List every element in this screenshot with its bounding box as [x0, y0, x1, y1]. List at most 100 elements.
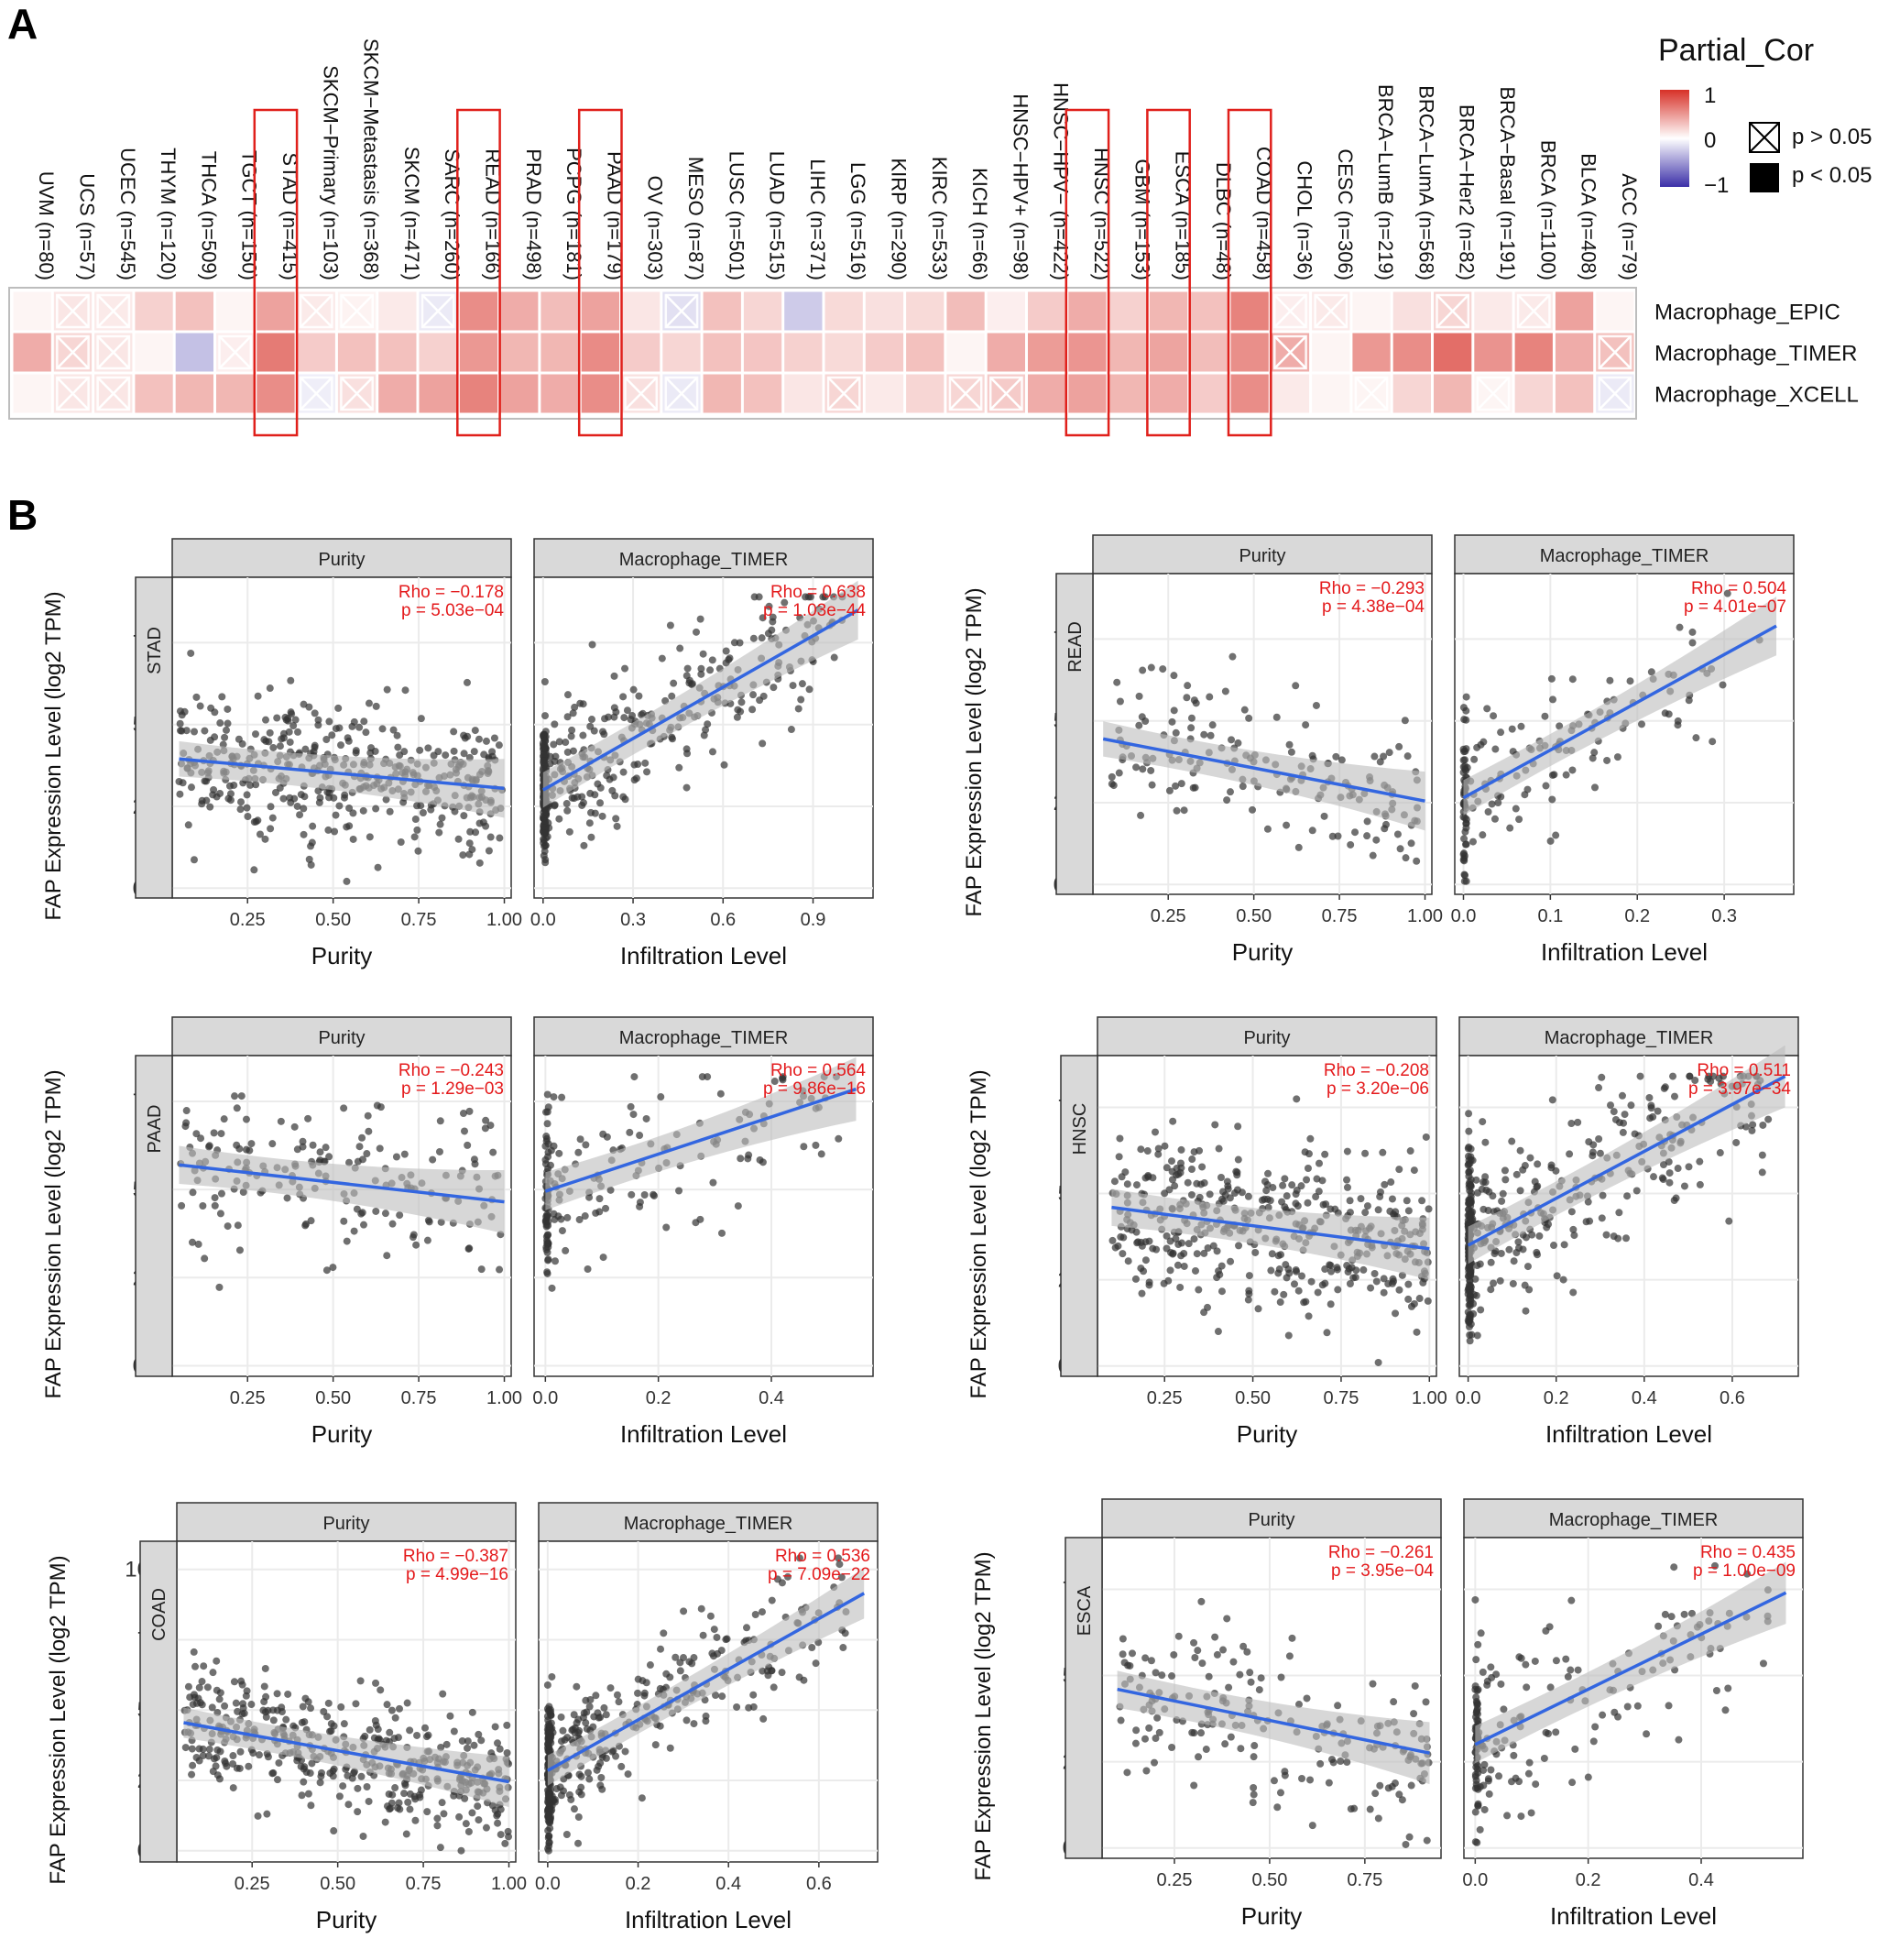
point	[1249, 1799, 1257, 1807]
ns-cross	[989, 377, 1023, 411]
point	[629, 685, 638, 694]
point	[300, 805, 308, 813]
point	[1190, 1638, 1198, 1647]
point	[737, 698, 746, 706]
point	[544, 1103, 552, 1111]
point	[1214, 1328, 1222, 1336]
heatmap-cell	[784, 374, 823, 413]
x-axis-label: Infiltration Level	[1550, 1902, 1717, 1930]
point	[563, 806, 572, 815]
column-label: SKCM−Primary (n=103)	[319, 65, 342, 280]
point	[733, 1703, 741, 1711]
point	[598, 1753, 606, 1761]
point	[307, 1704, 315, 1713]
ns-box	[218, 334, 253, 370]
ns-box	[299, 293, 333, 329]
point	[1567, 1596, 1576, 1604]
point	[215, 1775, 224, 1783]
point	[269, 743, 278, 751]
legend-title: Partial_Cor	[1658, 33, 1814, 68]
point	[1479, 1118, 1487, 1126]
heatmap-cell	[865, 374, 904, 413]
ns-box	[56, 293, 90, 329]
cell-fill	[419, 333, 457, 372]
point	[1467, 1320, 1475, 1329]
facet-strip-label: Purity	[318, 550, 365, 570]
point	[609, 1746, 617, 1755]
point	[1177, 1252, 1185, 1260]
point	[296, 811, 304, 819]
facet-strip-label: Macrophage_TIMER	[1545, 1028, 1714, 1048]
point	[269, 1706, 278, 1714]
point	[1552, 831, 1560, 839]
point	[286, 738, 294, 746]
point	[261, 716, 269, 724]
point	[309, 1141, 317, 1149]
point	[1626, 677, 1634, 685]
point	[547, 1711, 555, 1719]
point	[1415, 1295, 1424, 1303]
ns-box	[1598, 376, 1632, 411]
point	[220, 1115, 228, 1123]
heatmap-cell	[175, 333, 213, 372]
point	[396, 751, 404, 760]
cell-fill	[175, 374, 213, 413]
point	[1590, 783, 1599, 792]
point	[1174, 1632, 1183, 1640]
point	[1393, 830, 1402, 838]
x-tick-label: 0.4	[1632, 1388, 1657, 1408]
point	[1108, 1236, 1117, 1244]
confidence-band	[1468, 1045, 1785, 1265]
point	[1512, 1774, 1520, 1782]
point	[1120, 1659, 1129, 1667]
point	[485, 847, 493, 855]
point	[365, 1127, 373, 1135]
point	[391, 1714, 399, 1722]
point	[630, 1073, 639, 1081]
point	[1467, 1153, 1475, 1161]
point	[505, 1833, 513, 1841]
point	[723, 1635, 731, 1643]
point	[551, 1257, 560, 1265]
point	[699, 650, 707, 658]
heatmap-cell	[1555, 333, 1594, 372]
point	[1183, 694, 1191, 702]
point	[704, 1073, 712, 1081]
point	[1688, 639, 1697, 647]
point	[1187, 1166, 1196, 1174]
point	[1343, 1183, 1351, 1191]
point	[1243, 1648, 1251, 1656]
point	[497, 1831, 505, 1839]
point	[1193, 1250, 1201, 1258]
point	[606, 1684, 615, 1692]
point	[392, 1153, 400, 1161]
cell-fill	[1392, 374, 1431, 413]
point	[577, 1772, 585, 1780]
point	[475, 859, 484, 867]
point	[1288, 1634, 1296, 1642]
point	[1279, 1181, 1287, 1189]
confidence-band	[1111, 1188, 1430, 1280]
point	[304, 1698, 312, 1706]
heatmap-cell	[13, 374, 51, 413]
point	[1462, 840, 1470, 849]
point	[464, 1141, 472, 1149]
point	[758, 1608, 766, 1616]
row-strip	[135, 576, 173, 899]
cell-fill	[1555, 333, 1594, 372]
x-tick-label: 0.9	[801, 910, 826, 930]
point	[1343, 1176, 1351, 1184]
heatmap-cell	[1230, 374, 1269, 413]
point	[181, 1122, 190, 1131]
point	[365, 699, 373, 707]
heatmap-cell	[1392, 374, 1431, 413]
point	[315, 798, 323, 806]
point	[359, 1221, 367, 1229]
point	[1315, 1159, 1323, 1167]
point	[702, 1717, 710, 1725]
heatmap-cell	[500, 374, 539, 413]
row-strip	[135, 1055, 173, 1377]
x-axis-label: Infiltration Level	[620, 942, 787, 969]
point	[1191, 1266, 1199, 1275]
